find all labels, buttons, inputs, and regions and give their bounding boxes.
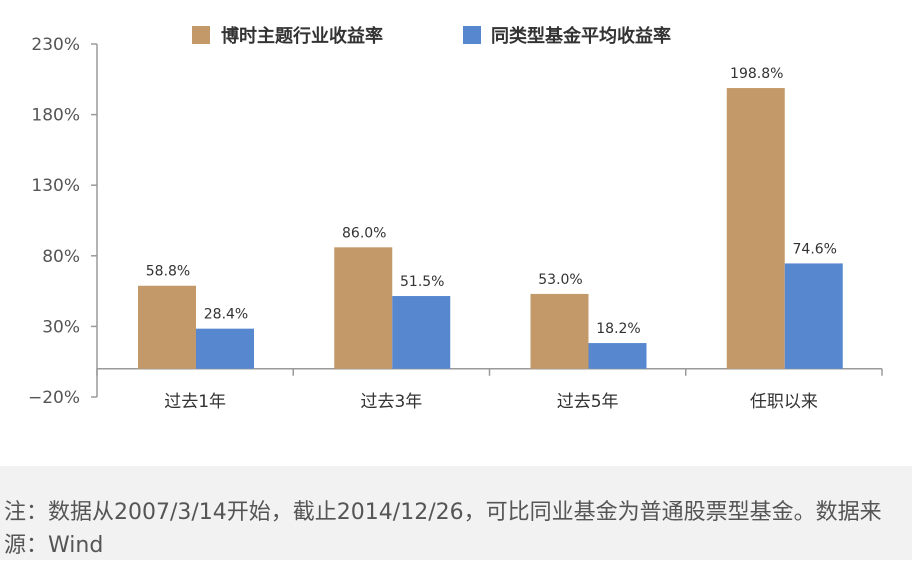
y-tick-label: −20% [28, 388, 80, 408]
category-label: 过去3年 [360, 392, 422, 412]
data-label: 18.2% [596, 321, 640, 337]
bar [334, 247, 393, 369]
bar [392, 296, 451, 369]
data-label: 28.4% [204, 307, 248, 323]
y-tick-label: 180% [31, 106, 80, 126]
data-label: 74.6% [793, 241, 837, 257]
bar-chart: 230% 180% 130% 80% 30% −20% 58.8% 28.4% 过去1年 86.0… [28, 25, 883, 412]
data-label: 58.8% [146, 264, 190, 280]
legend-swatch [192, 26, 210, 44]
footnote-text: 注：数据从2007/3/14开始，截止2014/12/26，可比同业基金为普通股… [4, 500, 882, 558]
data-label: 198.8% [730, 66, 783, 82]
y-tick-label: 30% [42, 317, 80, 337]
bar [138, 285, 196, 369]
legend-label: 同类型基金平均收益率 [491, 25, 671, 47]
y-tick-label: 80% [42, 247, 80, 267]
data-label: 53.0% [538, 272, 582, 288]
footnote-panel: 注：数据从2007/3/14开始，截止2014/12/26，可比同业基金为普通股… [0, 466, 912, 560]
bar [726, 88, 785, 369]
y-tick-label: 130% [31, 176, 80, 196]
data-label: 86.0% [342, 225, 386, 241]
y-tick-label: 230% [31, 35, 80, 55]
legend-label: 博时主题行业收益率 [221, 25, 383, 47]
bar [588, 343, 647, 369]
bar [196, 328, 254, 369]
bar [784, 263, 843, 369]
category-label: 过去5年 [557, 392, 619, 412]
bar [530, 293, 589, 369]
chart-area: 230% 180% 130% 80% 30% −20% 58.8% 28.4% 过去1年 86.0… [27, 25, 883, 412]
category-label: 任职以来 [750, 392, 818, 412]
legend-swatch [463, 26, 481, 44]
category-label: 过去1年 [164, 392, 226, 412]
data-label: 51.5% [400, 274, 444, 290]
